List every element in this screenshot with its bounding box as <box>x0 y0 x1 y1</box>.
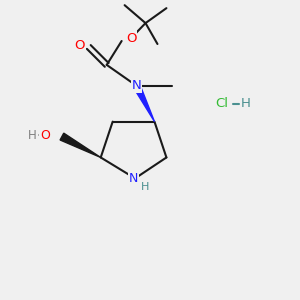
Polygon shape <box>60 133 101 158</box>
Text: H: H <box>28 129 36 142</box>
Text: O: O <box>126 32 136 44</box>
Text: H: H <box>141 182 150 192</box>
Text: N: N <box>132 79 141 92</box>
Text: N: N <box>129 172 138 185</box>
Polygon shape <box>134 84 154 122</box>
Text: Cl: Cl <box>215 97 228 110</box>
Text: H: H <box>241 97 250 110</box>
Text: O: O <box>74 39 85 52</box>
Text: O: O <box>40 129 50 142</box>
